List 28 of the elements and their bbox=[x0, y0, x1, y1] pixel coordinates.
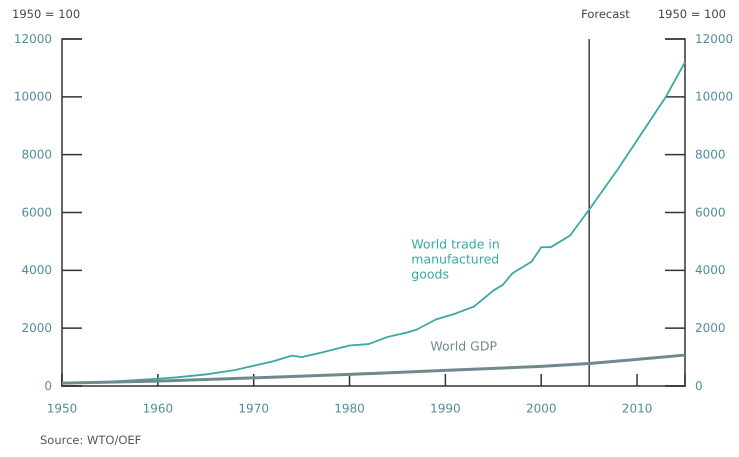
y2-tick-label: 10000 bbox=[695, 90, 734, 104]
y2-tick-label: 8000 bbox=[695, 148, 726, 162]
x-tick-label: 2000 bbox=[526, 402, 557, 416]
y2-tick-label: 6000 bbox=[695, 205, 726, 220]
x-tick-label: 1990 bbox=[430, 402, 461, 416]
y2-tick-label: 4000 bbox=[695, 263, 726, 278]
line-series bbox=[60, 354, 686, 385]
y2-axis-title: 1950 = 100 bbox=[658, 7, 726, 21]
y-tick-label: 4000 bbox=[21, 263, 52, 278]
ref-line-label: Forecast bbox=[581, 7, 630, 21]
y-tick-label: 2000 bbox=[21, 321, 52, 336]
y-tick-label: 8000 bbox=[21, 148, 52, 162]
series-label: World trade in manufactured goods bbox=[411, 236, 500, 282]
y2-tick-label: 12000 bbox=[695, 32, 734, 46]
y-axis-title: 1950 = 100 bbox=[12, 7, 80, 21]
x-tick-label: 1970 bbox=[238, 402, 269, 416]
x-tick-label: 1950 bbox=[46, 402, 78, 416]
y-tick-label: 10000 bbox=[14, 90, 52, 104]
y2-tick-label: 2000 bbox=[695, 321, 726, 336]
x-tick-label: 1980 bbox=[334, 402, 365, 416]
series-label: World GDP bbox=[430, 338, 498, 354]
y-tick-label: 0 bbox=[44, 378, 52, 393]
y2-tick-label: 0 bbox=[695, 378, 703, 393]
y-tick-label: 12000 bbox=[14, 32, 52, 46]
x-tick-label: 1960 bbox=[142, 402, 174, 416]
x-tick-label: 2010 bbox=[622, 402, 652, 416]
source-note: Source: WTO/OEF bbox=[40, 433, 142, 447]
y-tick-label: 6000 bbox=[21, 205, 52, 220]
